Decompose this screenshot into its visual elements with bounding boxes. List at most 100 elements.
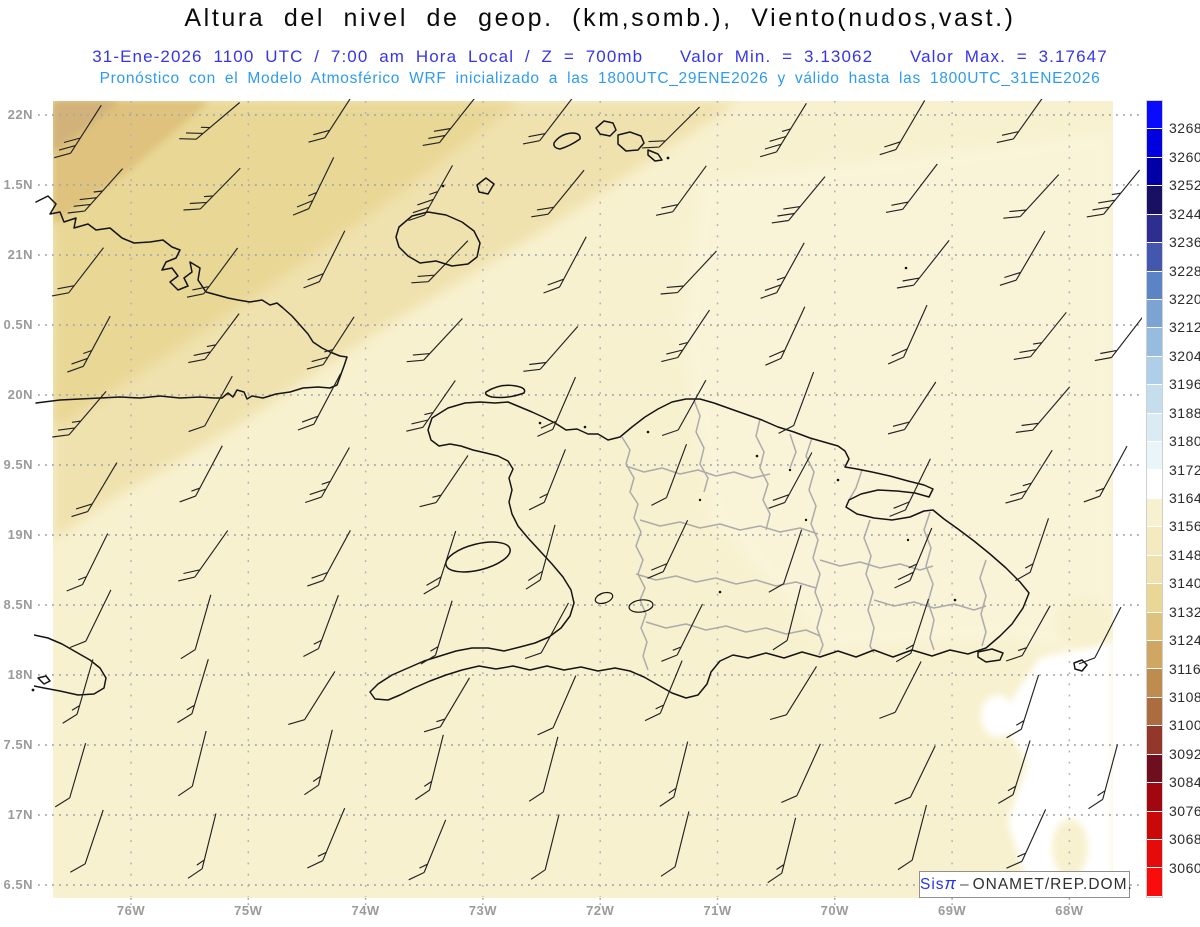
colorbar-segment: [1147, 328, 1162, 356]
wind-barb-icon: [1015, 386, 1071, 433]
x-axis-label: 68W: [1055, 903, 1084, 918]
wind-barb-icon: [303, 230, 346, 289]
coastline-tortuga: [484, 384, 526, 399]
colorbar-tick-label: 3132: [1169, 603, 1200, 620]
wind-barb-icon: [895, 598, 930, 663]
wind-barb-icons: [51, 99, 1142, 884]
wind-barb-icon: [178, 530, 229, 582]
wind-barb-icon: [54, 104, 102, 159]
wind-barb-icon: [179, 102, 241, 140]
y-axis-label: 20N: [7, 387, 33, 402]
colorbar-tick-label: 3124: [1169, 632, 1200, 649]
y-axis-label: 9.5N: [3, 457, 33, 472]
wind-barb-icon: [531, 169, 585, 218]
wind-barb-icon: [781, 743, 821, 804]
wind-barb-icon: [1005, 605, 1051, 662]
colorbar-tick-label: 3060: [1169, 859, 1200, 876]
wind-barb-icon: [179, 445, 223, 503]
wind-barb-icon: [288, 671, 336, 725]
wind-barb-icon: [411, 240, 469, 284]
wind-barb-icon: [998, 740, 1031, 804]
colorbar-segment: [1147, 385, 1162, 413]
value-max-label: Valor Max. = 3.17647: [909, 47, 1108, 66]
colorbar-tick-label: 3148: [1169, 546, 1200, 563]
colorbar-segment: [1147, 641, 1162, 669]
colorbar-tick-label: 3204: [1169, 347, 1200, 364]
wind-barb-icon: [660, 250, 717, 295]
colorbar-tick-label: 3252: [1169, 177, 1200, 194]
coastline-jamaica: [34, 634, 107, 696]
wind-barb-icon: [305, 447, 350, 504]
wind-barb-icon: [406, 380, 456, 432]
y-axis-label: 17N: [7, 807, 33, 822]
wind-barb-icon: [67, 168, 124, 214]
wind-barb-icon: [651, 443, 688, 506]
x-axis-label: 69W: [937, 903, 967, 918]
wind-barb-icon: [896, 240, 950, 289]
x-axis-label: 70W: [820, 903, 849, 918]
wind-barb-icon: [1013, 311, 1067, 360]
wind-barb-icon: [768, 452, 813, 509]
colorbar-tick-label: 3100: [1169, 717, 1200, 734]
wind-barb-icon: [1015, 518, 1050, 582]
colorbar-segment: [1147, 527, 1162, 555]
wind-barb-icon: [71, 462, 118, 518]
colorbar-tick-label: 3196: [1169, 376, 1200, 393]
valid-datetime: 31-Ene-2026 1100 UTC / 7:00 am Hora Loca…: [92, 47, 644, 66]
wind-barb-icon: [186, 247, 239, 298]
y-axis-label: 0.5N: [3, 317, 33, 332]
y-axis-label: 7.5N: [3, 737, 33, 752]
wind-barb-icon: [661, 603, 704, 662]
wind-barb-icon: [177, 659, 209, 724]
colorbar-tick-label: 3180: [1169, 433, 1200, 450]
wind-barb-icon: [647, 519, 689, 579]
colorbar-tick-label: 3076: [1169, 802, 1200, 819]
wind-barb-icon: [54, 743, 87, 808]
wind-barb-icon: [1094, 317, 1142, 362]
wind-barb-icon: [188, 375, 233, 433]
colorbar-segment: [1147, 612, 1162, 641]
colorbar-segment: [1147, 129, 1162, 157]
colorbar-tick-label: 3244: [1169, 205, 1200, 222]
wind-barb-icon: [51, 247, 104, 297]
wind-barb-icon: [894, 745, 936, 805]
wind-barb-icon: [304, 729, 333, 796]
wind-barb-icon: [419, 455, 469, 508]
wind-barb-icon: [771, 176, 826, 224]
colorbar-segment: [1147, 783, 1162, 811]
wind-barb-icon: [659, 741, 689, 807]
colorbar-segment: [1147, 186, 1162, 214]
wind-barb-icon: [644, 660, 683, 722]
wind-barb-icon: [879, 100, 926, 156]
colorbar-segment: [1147, 214, 1162, 243]
wind-barb-icon: [420, 600, 453, 665]
wind-barb-icon: [537, 376, 577, 437]
map-specks: [31, 156, 957, 692]
wind-barb-icon: [406, 318, 463, 363]
colorbar-tick-label: 3236: [1169, 234, 1200, 251]
coastline-cuba: [35, 195, 348, 404]
wind-barb-icon: [408, 819, 447, 881]
wind-barb-icon: [1078, 606, 1122, 665]
colorbar-tick-label: 3116: [1169, 660, 1200, 677]
colorbar-segment: [1147, 157, 1162, 186]
wind-barb-icon: [523, 326, 579, 372]
wind-barb-icon: [765, 306, 806, 366]
forecast-model-line: Pronóstico con el Modelo Atmosférico WRF…: [99, 70, 1101, 87]
y-axis-label: 21N: [7, 247, 33, 262]
colorbar-segment: [1147, 839, 1162, 868]
wind-barb-icon: [772, 585, 802, 651]
colorbar-tick-label: 3212: [1169, 319, 1200, 336]
coastlines: [34, 120, 1088, 701]
wind-barb-icon: [887, 304, 928, 365]
wind-barb-icon: [543, 236, 587, 294]
colorbar-tick-label: 3156: [1169, 518, 1200, 535]
wind-barb-icon: [767, 817, 797, 884]
pi-icon: π: [944, 874, 957, 893]
wind-barb-icon: [768, 529, 803, 593]
x-axis-label: 73W: [468, 903, 497, 918]
wind-barb-icon: [177, 730, 207, 797]
wind-barb-icon: [537, 675, 577, 736]
coastline-little-inagua: [476, 177, 495, 195]
colorbar-segment: [1147, 243, 1162, 271]
